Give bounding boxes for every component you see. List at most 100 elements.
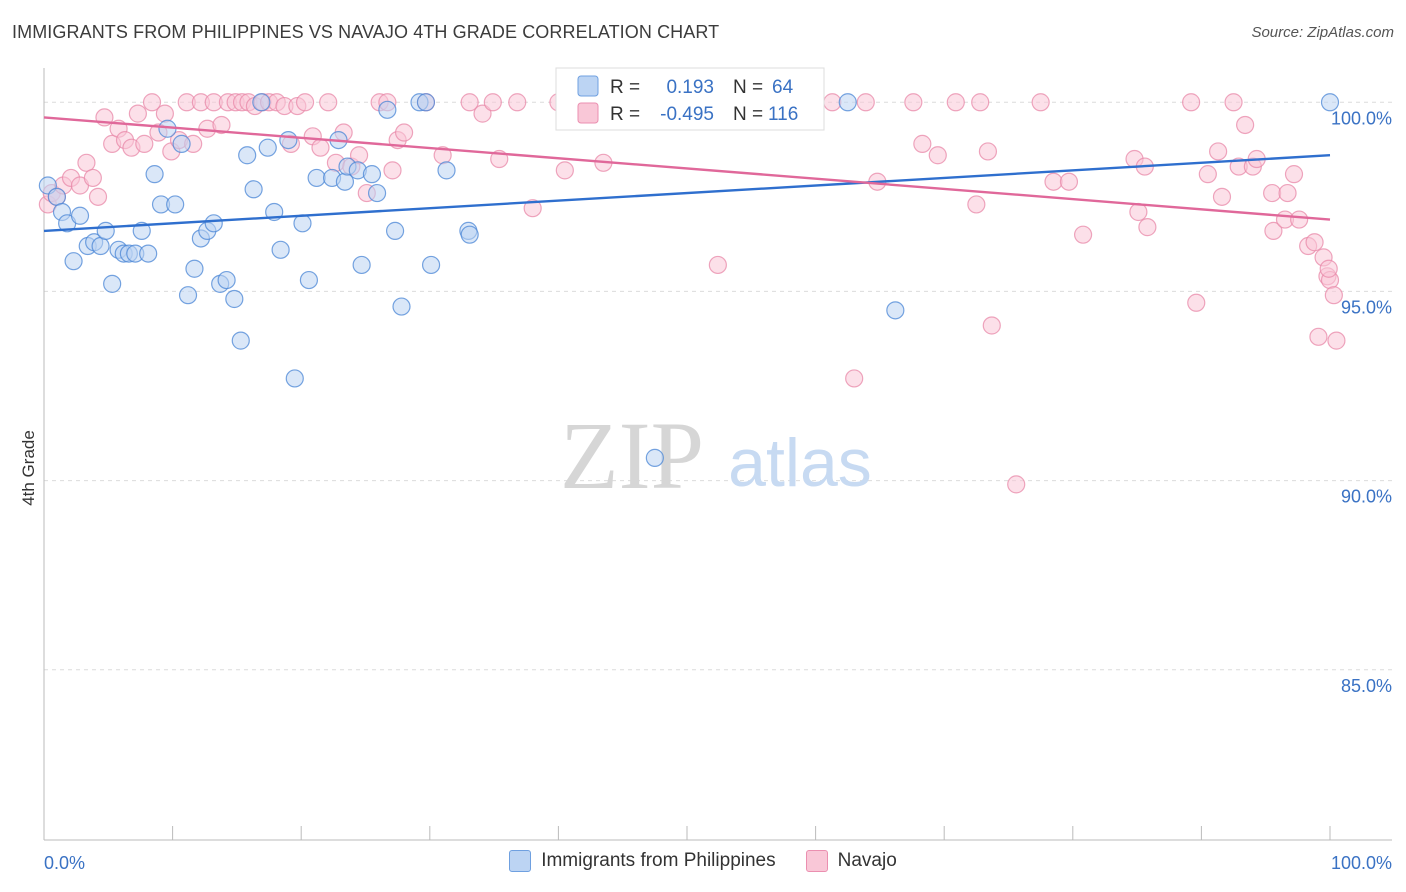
point-philippines <box>421 255 441 275</box>
point-navajo <box>394 123 414 142</box>
point-philippines <box>258 138 277 157</box>
point-navajo <box>1031 93 1050 112</box>
y-tick-label: 100.0% <box>1331 108 1392 128</box>
point-navajo <box>823 93 842 112</box>
point-navajo <box>1198 165 1217 184</box>
point-philippines <box>285 369 304 388</box>
point-philippines <box>225 289 244 309</box>
point-philippines <box>378 100 397 119</box>
point-philippines <box>244 180 263 199</box>
point-philippines <box>437 161 456 180</box>
point-philippines <box>299 270 319 290</box>
point-navajo <box>460 93 479 112</box>
legend: Immigrants from Philippines Navajo <box>0 850 1406 872</box>
trend-line-navajo <box>43 116 1331 221</box>
y-tick-label: 90.0% <box>1341 487 1392 507</box>
point-philippines <box>217 270 236 290</box>
point-navajo <box>1284 165 1304 184</box>
point-navajo <box>1209 142 1228 161</box>
y-tick-label: 95.0% <box>1341 297 1392 317</box>
legend-swatch-pink <box>805 850 828 872</box>
point-navajo <box>1309 327 1328 346</box>
point-navajo <box>708 255 727 275</box>
legend-label-navajo: Navajo <box>837 850 897 871</box>
watermark-zip: ZIP <box>560 402 704 509</box>
point-philippines <box>1320 93 1340 112</box>
point-navajo <box>1264 221 1283 240</box>
point-navajo <box>1290 210 1309 229</box>
point-navajo <box>508 93 527 112</box>
point-philippines <box>132 221 151 240</box>
point-navajo <box>483 93 502 112</box>
point-navajo <box>135 134 154 153</box>
point-philippines <box>645 448 664 467</box>
point-navajo <box>967 195 986 214</box>
stats-n-value-1: 64 <box>772 77 794 98</box>
stats-swatch-blue <box>577 75 599 97</box>
point-navajo <box>928 146 947 165</box>
x-tick-label: 0.0% <box>44 853 85 873</box>
point-navajo <box>1278 183 1297 203</box>
point-navajo <box>904 93 923 112</box>
point-navajo <box>978 142 998 161</box>
legend-item-philippines: Immigrants from Philippines <box>509 850 776 872</box>
point-philippines <box>185 259 204 278</box>
point-navajo <box>1305 233 1324 252</box>
stats-n-label-1: N = <box>733 77 763 98</box>
stats-r-label-2: R = <box>610 104 640 125</box>
point-navajo <box>1007 475 1026 494</box>
point-philippines <box>838 93 857 112</box>
point-philippines <box>172 134 191 153</box>
point-navajo <box>83 168 102 188</box>
point-navajo <box>555 161 574 180</box>
point-navajo <box>88 187 108 206</box>
point-philippines <box>238 146 257 165</box>
trend-lines <box>43 116 1331 233</box>
point-navajo <box>1138 218 1157 237</box>
legend-item-navajo: Navajo <box>805 850 897 872</box>
point-navajo <box>1129 202 1148 222</box>
point-navajo <box>473 104 492 123</box>
point-navajo <box>212 115 231 135</box>
point-philippines <box>362 165 382 184</box>
point-navajo <box>1187 293 1206 312</box>
point-navajo <box>946 93 965 112</box>
source-label: Source: ZipAtlas.com <box>1251 24 1394 41</box>
point-navajo <box>1324 286 1343 305</box>
point-philippines <box>460 225 479 244</box>
point-philippines <box>886 301 905 320</box>
point-navajo <box>1224 93 1243 112</box>
point-navajo <box>77 153 96 172</box>
point-philippines <box>91 236 110 256</box>
watermark-atlas: atlas <box>728 425 872 501</box>
point-navajo <box>856 93 875 112</box>
point-philippines <box>96 221 115 240</box>
point-navajo <box>1263 183 1282 203</box>
point-philippines <box>145 165 164 184</box>
point-philippines <box>367 183 387 203</box>
stats-box: R = 0.193 N = 64 R = -0.495 N = 116 <box>555 67 825 131</box>
point-navajo <box>913 134 932 153</box>
point-navajo <box>295 93 315 112</box>
legend-label-philippines: Immigrants from Philippines <box>541 850 776 871</box>
point-philippines <box>64 252 83 271</box>
point-navajo <box>128 104 147 123</box>
y-axis-label: 4th Grade <box>19 430 38 506</box>
stats-swatch-pink <box>577 102 599 124</box>
point-navajo <box>523 199 542 218</box>
point-navajo <box>383 161 402 180</box>
point-philippines <box>204 214 223 233</box>
point-navajo <box>1212 187 1232 206</box>
point-navajo <box>971 93 990 112</box>
chart-title: IMMIGRANTS FROM PHILIPPINES VS NAVAJO 4T… <box>12 22 720 42</box>
point-philippines <box>293 214 312 233</box>
point-navajo <box>1319 259 1338 278</box>
point-navajo <box>1044 172 1063 191</box>
point-philippines <box>416 93 436 112</box>
stats-n-label-2: N = <box>733 104 763 125</box>
data-points <box>38 93 1346 494</box>
point-philippines <box>279 130 298 150</box>
point-philippines <box>47 187 66 206</box>
point-navajo <box>982 316 1001 335</box>
